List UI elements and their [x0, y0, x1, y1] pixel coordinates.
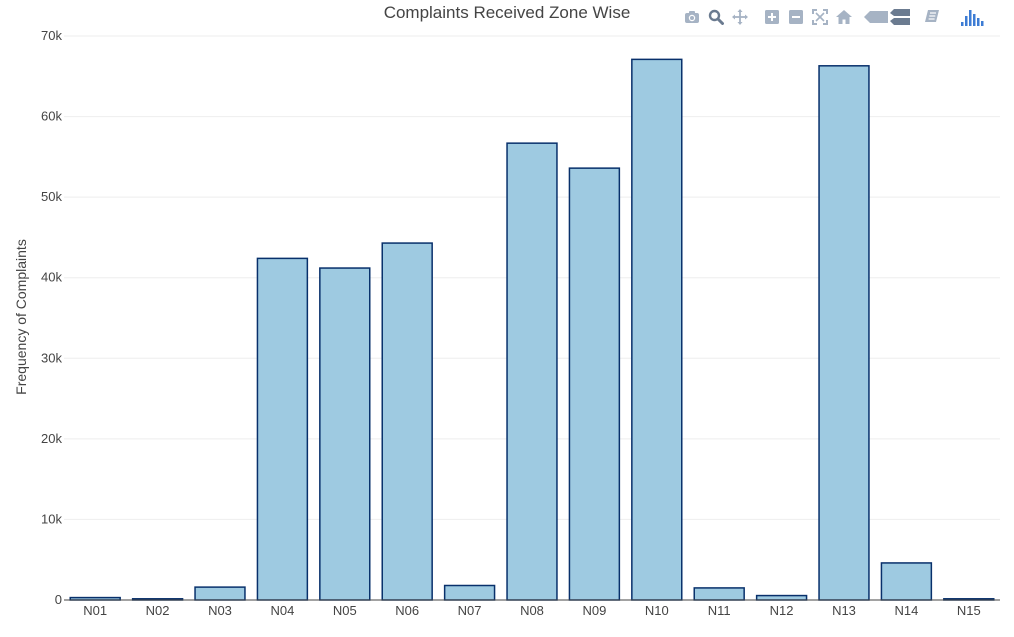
x-tick-label: N08: [520, 603, 544, 618]
y-tick-label: 60k: [41, 109, 62, 124]
bars: [69, 58, 995, 601]
plotly-logo-icon[interactable]: [960, 6, 984, 28]
x-tick-label: N14: [894, 603, 918, 618]
x-tick-label: N01: [83, 603, 107, 618]
y-axis-title: Frequency of Complaints: [13, 239, 29, 395]
x-tick-label: N12: [770, 603, 794, 618]
bar-n06[interactable]: [381, 242, 433, 601]
bar-n05[interactable]: [319, 267, 371, 601]
x-tick-label: N06: [395, 603, 419, 618]
bar-n03[interactable]: [194, 586, 246, 601]
hover-closest-icon[interactable]: [864, 6, 888, 28]
x-tick-label: N13: [832, 603, 856, 618]
bar-n12[interactable]: [755, 594, 808, 601]
bar-n09[interactable]: [568, 167, 621, 601]
x-tick-label: N04: [270, 603, 294, 618]
y-tick-label: 40k: [41, 270, 62, 285]
x-tick-label: N15: [957, 603, 981, 618]
reset-axes-icon[interactable]: [832, 6, 856, 28]
zoom-out-icon[interactable]: [784, 6, 808, 28]
y-tick-label: 20k: [41, 431, 62, 446]
x-tick-label: N02: [146, 603, 170, 618]
x-tick-labels: N01 N02 N03 N04 N05 N06 N07 N08 N09 N10 N11 N12 N13 N…: [83, 603, 980, 618]
bar-n07[interactable]: [443, 584, 496, 601]
bar-n14[interactable]: [880, 562, 933, 601]
y-tick-label: 70k: [41, 28, 62, 43]
chart-title: Complaints Received Zone Wise: [384, 3, 631, 22]
hover-compare-icon[interactable]: [888, 6, 912, 28]
autoscale-icon[interactable]: [808, 6, 832, 28]
x-tick-label: N10: [645, 603, 669, 618]
x-tick-label: N11: [708, 603, 731, 618]
x-tick-label: N05: [333, 603, 357, 618]
edit-chart-icon[interactable]: [920, 6, 944, 28]
zoom-icon[interactable]: [704, 6, 728, 28]
y-tick-label: 50k: [41, 189, 62, 204]
camera-icon[interactable]: [680, 6, 704, 28]
bar-n08[interactable]: [506, 142, 558, 601]
bar-n11[interactable]: [693, 587, 745, 601]
bar-n13[interactable]: [818, 65, 870, 601]
x-tick-label: N09: [582, 603, 606, 618]
y-tick-label: 30k: [41, 350, 62, 365]
zoom-in-icon[interactable]: [760, 6, 784, 28]
x-tick-label: N03: [208, 603, 232, 618]
y-tick-label: 10k: [41, 511, 62, 526]
y-tick-label: 0: [55, 592, 62, 607]
bar-n04[interactable]: [256, 257, 309, 601]
pan-icon[interactable]: [728, 6, 752, 28]
modebar: [680, 6, 984, 28]
y-tick-labels: 0 10k 20k 30k 40k 50k 60k 70k: [41, 28, 62, 607]
bar-n10[interactable]: [631, 58, 683, 601]
x-tick-label: N07: [458, 603, 482, 618]
